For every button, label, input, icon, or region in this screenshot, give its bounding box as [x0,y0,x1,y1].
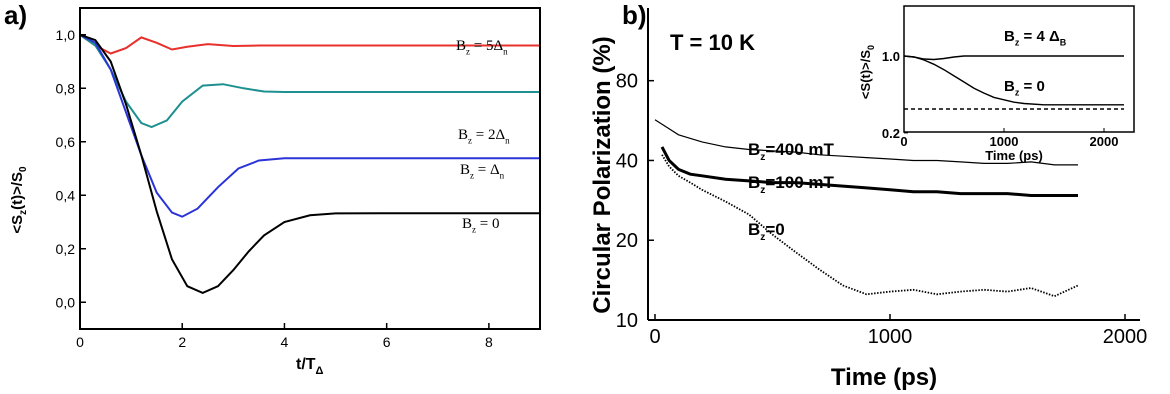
inset-xtick-label: 2000 [1090,134,1119,149]
panel-a-ytick-label: 0,0 [56,294,76,310]
panel-b-plot [654,119,1079,298]
panel-b-series-label-2: Bz=0 [748,220,785,243]
panel-a-ytick-label: 0,4 [56,187,76,203]
inset-background [904,6,1134,132]
inset-ytick-label: 1.0 [882,49,900,64]
panel-b-series-labels: Bz=400 mT Bz=100 mT Bz=0 [748,140,835,243]
panel-b-xlabel: Time (ps) [831,364,937,391]
panel-b-xtick-label: 1000 [868,326,913,348]
inset-plot [903,55,1124,110]
panel-b-ytick-label: 40 [616,150,638,172]
panel-a-series-line-0 [79,33,540,55]
inset-ticks: 0 1000 2000 0.2 1.0 [882,49,1119,149]
panel-b-series-label-0: Bz=400 mT [748,140,835,163]
panel-b-xtick-label: 0 [649,326,660,348]
panel-a-frame [79,7,541,330]
panel-a-ytick-label: 0,6 [56,134,76,150]
panel-a-ytick-label: 0,8 [56,80,76,96]
panel-b-series-line-0 [654,119,1078,166]
panel-a-series-label-3: Bz = 0 [462,216,499,235]
panel-a: a) 0 2 4 6 8 0,0 0,2 0,4 0,6 0,8 1,0 t/TΔ <Sz(t)>/… [4,0,541,377]
panel-a-label: a) [4,0,27,30]
panel-a-series-label-1: Bz = 2Δn [458,127,510,146]
panel-a-ytick-label: 1,0 [56,27,76,43]
panel-a-xtick-label: 0 [76,334,84,350]
panel-a-xtick-label: 6 [383,334,391,350]
panel-a-series-line-3 [79,33,540,294]
inset-ylabel: <S(t)>/S0 [858,45,876,99]
inset-series-label-1: Bz = 0 [1004,78,1045,98]
panel-b-xtick-label: 2000 [1103,326,1148,348]
panel-b-inset: 0 1000 2000 0.2 1.0 Time (ps) <S(t)>/S0 Bz =… [858,5,1135,163]
panel-a-series-labels: Bz = 5Δn Bz = 2Δn Bz = Δn Bz = 0 [456,38,510,235]
panel-a-xtick-label: 8 [485,334,493,350]
inset-frame [903,5,1135,133]
inset-series-line-1 [903,55,1124,106]
panel-a-ticks: 0 2 4 6 8 0,0 0,2 0,4 0,6 0,8 1,0 [56,27,493,350]
inset-xtick-label: 1000 [990,134,1019,149]
panel-a-series-label-0: Bz = 5Δn [456,38,508,57]
panel-b-ytick-label: 10 [616,310,638,332]
panel-a-ytick-label: 0,2 [56,241,76,257]
panel-b-ytick-label: 20 [616,230,638,252]
panel-b-ytick-label: 80 [616,71,638,93]
panel-b-axes [647,8,1140,321]
panel-b-annotation: T = 10 K [670,30,755,55]
inset-xlabel: Time (ps) [985,148,1043,163]
panel-b-ylabel: Circular Polarization (%) [589,36,616,313]
inset-ytick-label: 0.2 [882,126,900,141]
panel-b-series-line-1 [660,146,1078,197]
panel-a-ylabel: <Sz(t)>/S0 [9,166,29,234]
panel-a-xtick-label: 4 [281,334,289,350]
panel-b-series-label-1: Bz=100 mT [748,173,835,196]
inset-xtick-label: 0 [900,134,907,149]
panel-b-label: b) [622,0,647,30]
panel-a-series-line-2 [79,33,540,218]
panel-a-series-label-2: Bz = Δn [460,162,505,181]
panel-b-series-line-2 [661,154,1079,298]
inset-series-label-0: Bz = 4 ΔB [1004,28,1067,48]
panel-a-xtick-label: 2 [178,334,186,350]
panel-a-xlabel: t/TΔ [296,356,324,377]
inset-series-labels: Bz = 4 ΔB Bz = 0 [1004,28,1067,98]
panel-a-plot [79,33,540,294]
